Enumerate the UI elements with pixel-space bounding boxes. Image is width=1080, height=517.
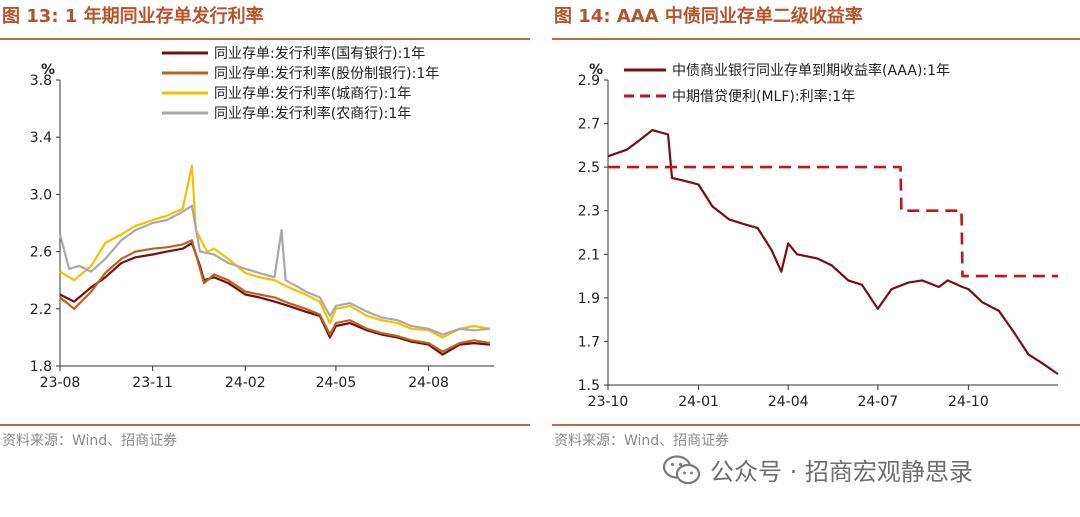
legend-label-2: 中期借贷便利(MLF):利率:1年: [672, 88, 855, 105]
x-tick-label: 23-10: [588, 394, 629, 410]
y-tick-label: 3.8: [30, 73, 52, 89]
x-tick-label: 24-05: [316, 375, 357, 391]
y-tick-label: 3.0: [30, 187, 52, 203]
legend-label-1: 同业存单:发行利率(国有银行):1年: [214, 45, 425, 62]
left-chart-title: 图 13: 1 年期同业存单发行利率: [2, 6, 264, 27]
x-tick-label: 24-10: [948, 394, 989, 410]
series-line-3: [59, 164, 491, 339]
watermark: 公众号 · 招商宏观静思录: [662, 452, 973, 487]
x-tick-label: 24-04: [768, 394, 809, 410]
x-tick-label: 24-01: [678, 394, 719, 410]
series-line-2: [608, 165, 1058, 278]
legend-label-2: 同业存单:发行利率(股份制银行):1年: [214, 65, 439, 82]
y-tick-label: 1.5: [578, 378, 600, 394]
x-tick-label: 23-08: [40, 375, 81, 391]
left-chart-svg: % 1.8 2.2 2.6 3.0 3.4 3.8 23-08 23-11 24-02 24-05 2…: [30, 45, 494, 391]
series-line-1: [607, 129, 1059, 376]
y-tick-label: 2.7: [578, 117, 600, 133]
y-tick-label: 2.5: [578, 160, 600, 176]
left-title-rule: [0, 38, 530, 40]
y-tick-label: 2.9: [578, 73, 600, 89]
x-tick-label: 23-11: [132, 375, 173, 391]
right-title-rule: [552, 38, 1080, 40]
legend-label-1: 中债商业银行同业存单到期收益率(AAA):1年: [672, 62, 950, 79]
series-line-2: [59, 239, 491, 353]
y-tick-label: 2.6: [30, 245, 52, 261]
y-tick-label: 2.1: [578, 247, 600, 263]
right-source-note: 资料来源：Wind、招商证券: [554, 433, 730, 449]
right-chart-svg: % 1.5 1.7 1.9 2.1 2.3 2.5 2.7 2.9 23-10 24-01 24-04…: [578, 62, 1059, 410]
legend-label-3: 同业存单:发行利率(城商行):1年: [214, 85, 411, 102]
y-unit-label: %: [41, 62, 55, 78]
y-tick-label: 1.9: [578, 291, 600, 307]
y-tick-label: 3.4: [30, 130, 52, 146]
x-tick-label: 24-08: [408, 375, 449, 391]
y-tick-label: 1.8: [30, 359, 52, 375]
series-line-1: [59, 241, 491, 356]
right-chart-title: 图 14: AAA 中债同业存单二级收益率: [554, 6, 863, 27]
left-source-rule: [0, 424, 530, 426]
watermark-text: 公众号 · 招商宏观静思录: [710, 458, 973, 486]
y-tick-label: 2.2: [30, 302, 52, 318]
right-source-rule: [552, 424, 1080, 426]
legend-label-4: 同业存单:发行利率(农商行):1年: [214, 105, 411, 122]
y-unit-label: %: [589, 62, 603, 78]
left-source-note: 资料来源：Wind、招商证券: [2, 433, 178, 449]
y-tick-label: 2.3: [578, 204, 600, 220]
series-line-4: [58, 204, 491, 336]
x-tick-label: 24-07: [857, 394, 898, 410]
x-tick-label: 24-02: [225, 375, 266, 391]
y-tick-label: 1.7: [578, 334, 600, 350]
wechat-icon: [662, 454, 701, 484]
